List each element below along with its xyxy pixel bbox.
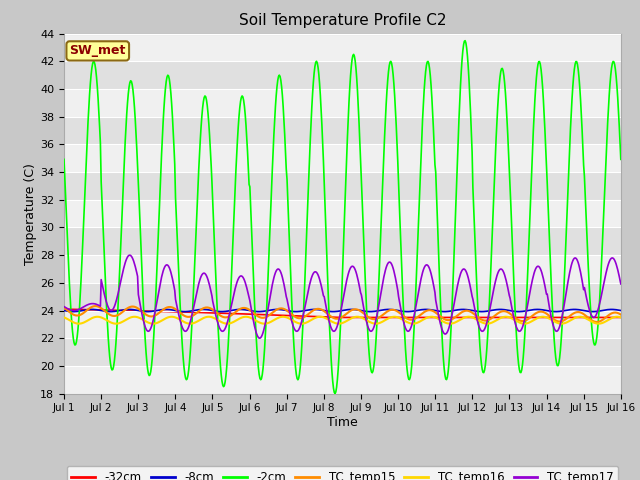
Bar: [64, 311, 621, 338]
Bar: [64, 366, 621, 394]
Legend: -32cm, -8cm, -2cm, TC_temp15, TC_temp16, TC_temp17: -32cm, -8cm, -2cm, TC_temp15, TC_temp16,…: [67, 466, 618, 480]
Bar: [64, 338, 621, 366]
Bar: [64, 255, 621, 283]
Bar: [64, 144, 621, 172]
Bar: [64, 117, 621, 144]
Bar: [64, 283, 621, 311]
Bar: [64, 200, 621, 228]
Bar: [64, 228, 621, 255]
Bar: [64, 34, 621, 61]
Bar: [64, 61, 621, 89]
Bar: [64, 89, 621, 117]
Text: SW_met: SW_met: [70, 44, 126, 58]
Title: Soil Temperature Profile C2: Soil Temperature Profile C2: [239, 13, 446, 28]
X-axis label: Time: Time: [327, 416, 358, 429]
Y-axis label: Temperature (C): Temperature (C): [24, 163, 37, 264]
Bar: [64, 172, 621, 200]
